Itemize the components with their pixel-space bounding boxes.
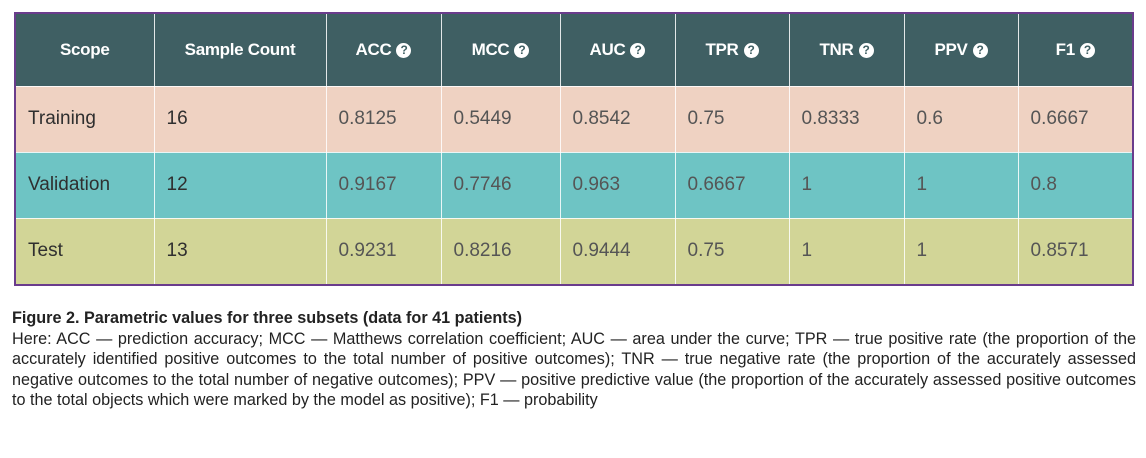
- column-header-label: F1: [1055, 39, 1076, 59]
- metric-cell: 0.9167: [326, 152, 442, 219]
- column-header-label: Sample Count: [184, 39, 296, 59]
- metrics-table: Scope Sample Count ACC? MCC? AUC? TPR? TNR? PPV…: [16, 14, 1132, 284]
- help-icon[interactable]: ?: [972, 42, 988, 58]
- column-header-ppv: PPV?: [904, 14, 1019, 87]
- metrics-table-frame: Scope Sample Count ACC? MCC? AUC? TPR? TNR? PPV…: [14, 12, 1134, 286]
- column-header-sample-count: Sample Count: [154, 14, 327, 87]
- metric-cell: 0.8333: [789, 86, 905, 153]
- caption-title: Figure 2. Parametric values for three su…: [12, 309, 523, 327]
- help-icon[interactable]: ?: [743, 42, 759, 58]
- column-header-acc: ACC?: [326, 14, 442, 87]
- column-header-mcc: MCC?: [441, 14, 561, 87]
- metric-cell: 0.8571: [1030, 240, 1089, 262]
- metric-cell: 0.8125: [326, 86, 442, 153]
- row-scope-cell: Validation: [16, 152, 155, 219]
- metric-cell: 0.6667: [675, 152, 790, 219]
- table-row: Training 16 0.8125 0.5449 0.8542 0.75 0.8333 0.…: [16, 86, 1132, 153]
- metric-cell: 0.8216: [441, 218, 561, 284]
- metric-cell: 0.9231: [326, 218, 442, 284]
- column-header-scope: Scope: [16, 14, 155, 87]
- help-icon[interactable]: ?: [396, 42, 412, 58]
- figure-caption: Figure 2. Parametric values for three su…: [12, 308, 1136, 411]
- row-scope-cell: Training: [16, 86, 155, 153]
- column-header-label: TPR: [705, 39, 739, 59]
- metric-cell: 0.6667: [1018, 86, 1132, 153]
- help-icon[interactable]: ?: [514, 42, 530, 58]
- sample-count-cell: 12: [154, 152, 327, 219]
- column-header-label: AUC: [589, 39, 626, 59]
- metric-cell: 0.75: [675, 86, 790, 153]
- table-body: Training 16 0.8125 0.5449 0.8542 0.75 0.8333 0.…: [16, 86, 1132, 284]
- metric-cell: 0.8542: [560, 86, 676, 153]
- sample-count-cell: 13: [154, 218, 327, 284]
- metric-cell: 0.5449: [441, 86, 561, 153]
- column-header-label: TNR: [819, 39, 854, 59]
- metric-cell: 1: [789, 152, 905, 219]
- caption-text: Here: ACC — prediction accuracy; MCC — M…: [12, 329, 1136, 410]
- metric-cell: 0.8: [1018, 152, 1132, 219]
- metric-cell: 1: [789, 218, 905, 284]
- metric-cell: 1: [904, 218, 1019, 284]
- column-header-f1: F1?: [1018, 14, 1132, 87]
- column-header-auc: AUC?: [560, 14, 676, 87]
- column-header-tpr: TPR?: [675, 14, 790, 87]
- column-header-tnr: TNR?: [789, 14, 905, 87]
- help-icon[interactable]: ?: [630, 42, 646, 58]
- help-icon[interactable]: ?: [858, 42, 874, 58]
- row-scope-cell: Test: [16, 218, 155, 284]
- metric-cell: 0.963: [560, 152, 676, 219]
- column-header-label: ACC: [355, 39, 392, 59]
- column-header-label: PPV: [934, 39, 968, 59]
- metric-cell: 0.7746: [441, 152, 561, 219]
- help-icon[interactable]: ?: [1079, 42, 1095, 58]
- table-header-row: Scope Sample Count ACC? MCC? AUC? TPR? TNR? PPV…: [16, 14, 1132, 87]
- table-row: Test 13 0.9231 0.8216 0.9444 0.75 1 1 0.8571: [16, 218, 1132, 284]
- column-header-label: MCC: [471, 39, 510, 59]
- column-header-label: Scope: [59, 39, 110, 59]
- metric-cell: 0.6: [904, 86, 1019, 153]
- metric-cell: 0.75: [675, 218, 790, 284]
- metric-cell: 0.9444: [560, 218, 676, 284]
- table-row: Validation 12 0.9167 0.7746 0.963 0.6667 1 1 0.8: [16, 152, 1132, 219]
- metric-cell: 1: [904, 152, 1019, 219]
- sample-count-cell: 16: [154, 86, 327, 153]
